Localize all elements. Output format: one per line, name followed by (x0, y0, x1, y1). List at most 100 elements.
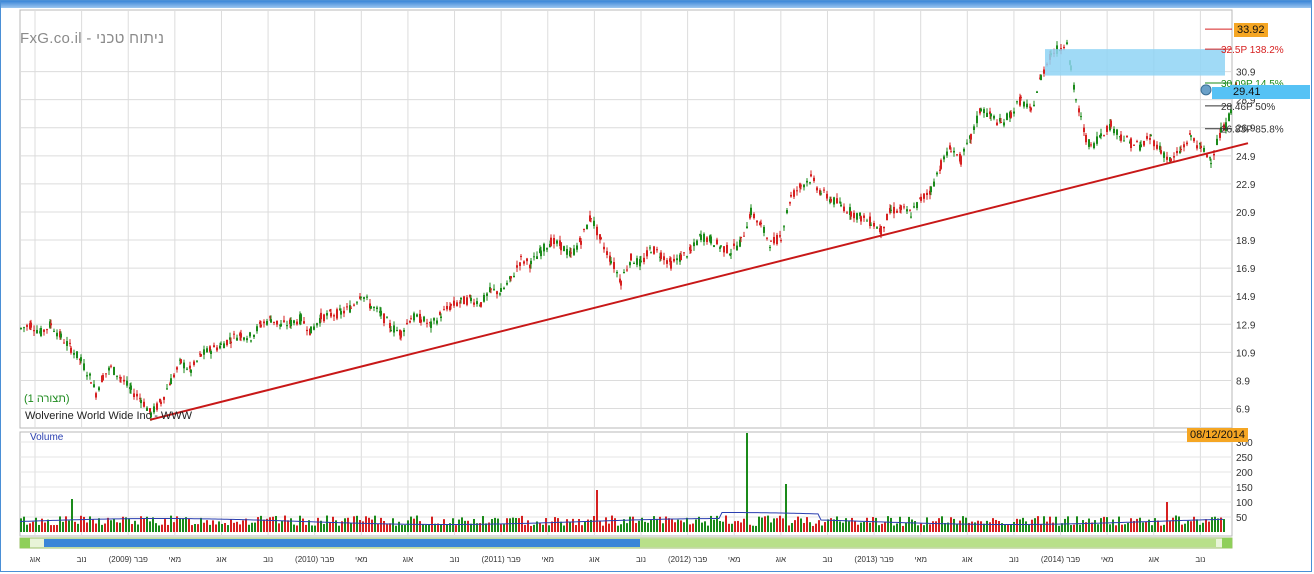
candle (93, 384, 95, 388)
candle (566, 248, 568, 255)
volume-bar (278, 523, 280, 532)
level-label: 28.46P 50% (1221, 102, 1275, 113)
volume-bar (77, 523, 79, 532)
candle (33, 330, 35, 332)
candle (600, 237, 602, 239)
candle (773, 236, 775, 244)
candle (120, 377, 122, 379)
candle (823, 189, 825, 191)
volume-bar (680, 520, 682, 532)
candle (436, 320, 438, 324)
candle (556, 240, 558, 244)
volume-bar (878, 525, 880, 532)
candle (323, 314, 325, 322)
volume-bar (683, 522, 685, 532)
volume-bar (599, 520, 601, 532)
candle (890, 209, 892, 211)
candle (133, 393, 135, 398)
volume-bar (56, 524, 58, 532)
volume-bar (1070, 525, 1072, 532)
volume-bar (977, 520, 979, 532)
volume-bar (1073, 524, 1075, 532)
candle (929, 190, 931, 195)
candle (266, 320, 268, 325)
candle (713, 245, 715, 248)
candle (280, 323, 282, 327)
volume-bar (809, 522, 811, 532)
candle (269, 316, 271, 318)
volume-bar (1154, 518, 1156, 532)
candle (1066, 42, 1068, 45)
date-badge: 08/12/2014 (1187, 428, 1249, 442)
candle (199, 353, 201, 355)
volume-bar (65, 516, 67, 532)
candle (1099, 135, 1101, 138)
volume-bar (1040, 523, 1042, 532)
candle (500, 288, 502, 292)
candle (963, 148, 965, 152)
candle (149, 408, 151, 413)
candle (716, 239, 718, 245)
candle (993, 116, 995, 119)
volume-bar (449, 523, 451, 532)
volume-bar (854, 521, 856, 532)
candle (1199, 142, 1201, 145)
volume-bar (1148, 519, 1150, 532)
volume-bar (1109, 524, 1111, 532)
candle (63, 342, 65, 344)
candle (1235, 82, 1237, 87)
candle (470, 297, 472, 302)
candle (856, 213, 858, 220)
volume-bar (1097, 524, 1099, 532)
candle (1075, 99, 1077, 101)
candle (953, 150, 955, 153)
volume-bar (890, 517, 892, 532)
candle (579, 237, 581, 242)
candle (700, 234, 702, 241)
candle (53, 330, 55, 332)
candle (1156, 144, 1158, 149)
candle (553, 238, 555, 245)
y-tick-label: 26.9 (1236, 124, 1256, 135)
volume-bar (1223, 519, 1225, 532)
volume-bar (842, 522, 844, 532)
candle (1000, 122, 1002, 124)
volume-bar (815, 523, 817, 532)
volume-bar (992, 518, 994, 532)
candle (1223, 124, 1225, 131)
volume-bar (347, 517, 349, 532)
candle (930, 186, 932, 193)
candle (639, 259, 641, 267)
volume-bar (1202, 522, 1204, 532)
volume-bar (1136, 518, 1138, 532)
candle (273, 321, 275, 323)
candle (660, 252, 662, 259)
volume-bar (1208, 521, 1210, 532)
candle (1096, 136, 1098, 144)
candle (30, 322, 32, 328)
candle (246, 338, 248, 341)
candle (529, 265, 531, 269)
candle (756, 220, 758, 223)
candle (173, 374, 175, 378)
volume-bar (134, 520, 136, 532)
volume-bar (101, 524, 103, 532)
volume-bar (29, 523, 31, 532)
candle (560, 242, 562, 251)
chart-title: Wolverine World Wide Inc - WWW (25, 410, 193, 422)
candle (489, 287, 491, 293)
scrollbar-range (640, 539, 1216, 547)
candle (719, 247, 721, 249)
candle (1200, 145, 1202, 148)
volume-bar (521, 515, 523, 532)
volume-bar (161, 524, 163, 532)
candle (843, 206, 845, 212)
volume-bar (866, 517, 868, 532)
candle (1003, 122, 1005, 126)
candle (730, 253, 732, 255)
candle (256, 326, 258, 332)
volume-bar (959, 520, 961, 532)
volume-bar (1142, 522, 1144, 532)
volume-bar (833, 519, 835, 532)
